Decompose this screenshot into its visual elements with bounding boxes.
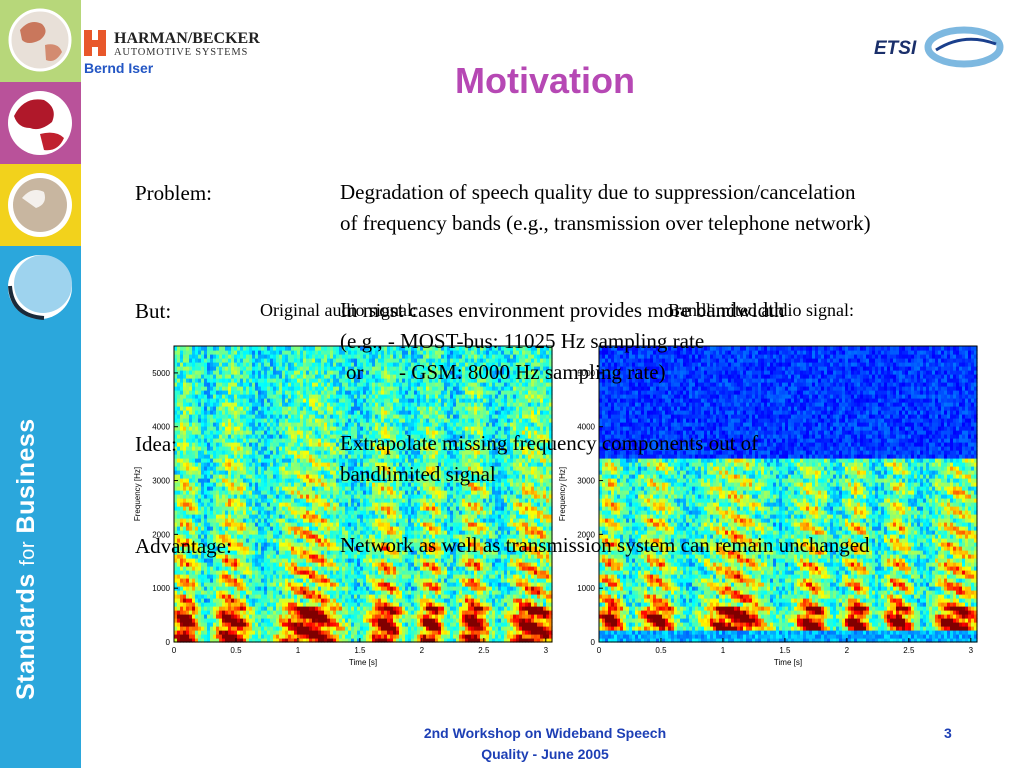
sidebar-tile-magenta (0, 82, 81, 164)
x-axis-label: Time [s] (349, 658, 377, 667)
sidebar-tile-green (0, 0, 81, 82)
y-tick-label: 0 (591, 638, 596, 647)
footer-event: 2nd Workshop on Wideband Speech Quality … (385, 723, 705, 765)
sidebar-tagline: Standards for Business (12, 418, 40, 700)
y-tick-label: 3000 (577, 477, 595, 486)
y-tick-label: 2000 (152, 530, 170, 539)
x-axis-label: Time [s] (774, 658, 802, 667)
x-tick-label: 2 (845, 646, 850, 655)
footer-line2: Quality - June 2005 (481, 746, 609, 762)
etsi-logo: ETSI (872, 24, 1004, 70)
y-tick-label: 0 (166, 638, 171, 647)
y-axis-label: Frequency [Hz] (558, 467, 567, 521)
y-tick-label: 5000 (152, 369, 170, 378)
spectrogram-title-bandlimited: Bandlimited audio signal: (668, 300, 854, 320)
x-tick-label: 2.5 (478, 646, 490, 655)
but-text-or: or (346, 360, 364, 384)
x-tick-label: 0.5 (230, 646, 242, 655)
x-tick-label: 3 (544, 646, 549, 655)
x-tick-label: 2 (420, 646, 425, 655)
y-tick-label: 3000 (152, 477, 170, 486)
x-tick-label: 1 (296, 646, 301, 655)
y-axis-label: Frequency [Hz] (133, 467, 142, 521)
y-tick-label: 5000 (577, 369, 595, 378)
y-tick-label: 1000 (577, 584, 595, 593)
x-tick-label: 2.5 (903, 646, 915, 655)
globe-icon (8, 173, 72, 237)
y-tick-label: 2000 (577, 530, 595, 539)
problem-label: Problem: (135, 181, 212, 205)
y-tick-label: 4000 (152, 423, 170, 432)
but-text-line1: In most cases environment provides more … (340, 298, 785, 322)
globe-icon (8, 8, 72, 72)
globe-icon (8, 255, 72, 320)
x-tick-label: 3 (969, 646, 974, 655)
x-tick-label: 1.5 (779, 646, 791, 655)
slide-title: Motivation (455, 60, 635, 101)
x-tick-label: 1 (721, 646, 726, 655)
problem-text-line1: Degradation of speech quality due to sup… (340, 180, 856, 204)
footer-line1: 2nd Workshop on Wideband Speech (423, 725, 667, 741)
but-text-line3: - GSM: 8000 Hz sampling rate) (399, 360, 666, 384)
x-tick-label: 1.5 (354, 646, 366, 655)
x-tick-label: 0 (172, 646, 177, 655)
page-number: 3 (944, 725, 952, 741)
author-name: Bernd Iser (84, 60, 154, 76)
x-tick-label: 0.5 (655, 646, 667, 655)
y-tick-label: 4000 (577, 423, 595, 432)
idea-text-line1: Extrapolate missing frequency components… (340, 431, 759, 455)
svg-text:HARMAN/BECKER: HARMAN/BECKER (114, 30, 260, 47)
idea-label: Idea: (135, 432, 177, 456)
spectrogram-title-original: Original audio signal: (260, 300, 417, 320)
but-text-line2: (e.g., - MOST-bus: 11025 Hz sampling rat… (340, 329, 705, 353)
but-label: But: (135, 299, 172, 323)
advantage-label: Advantage: (135, 534, 232, 558)
idea-text-line2: bandlimited signal (340, 462, 496, 486)
sidebar-tile-yellow (0, 164, 81, 246)
harman-becker-logo: HARMAN/BECKER AUTOMOTIVE SYSTEMS (84, 28, 284, 60)
spectrogram-original: 0 1000 2000 3000 4000 5000 0 0.5 1 1.5 2 2.5 3 Time [… (133, 345, 553, 667)
svg-text:ETSI: ETSI (874, 38, 917, 59)
sidebar-tile-blue (0, 246, 81, 328)
sidebar-band: Standards for Business (0, 0, 81, 768)
advantage-text-line1: Network as well as transmission system c… (340, 533, 870, 557)
x-tick-label: 0 (597, 646, 602, 655)
svg-text:AUTOMOTIVE SYSTEMS: AUTOMOTIVE SYSTEMS (114, 47, 248, 58)
globe-icon (8, 91, 72, 155)
problem-text-line2: of frequency bands (e.g., transmission o… (340, 211, 871, 235)
y-tick-label: 1000 (152, 584, 170, 593)
spectrogram-bandlimited: 0 1000 2000 3000 4000 5000 0 0.5 1 1.5 2 2.5 3 Time [… (558, 345, 978, 667)
